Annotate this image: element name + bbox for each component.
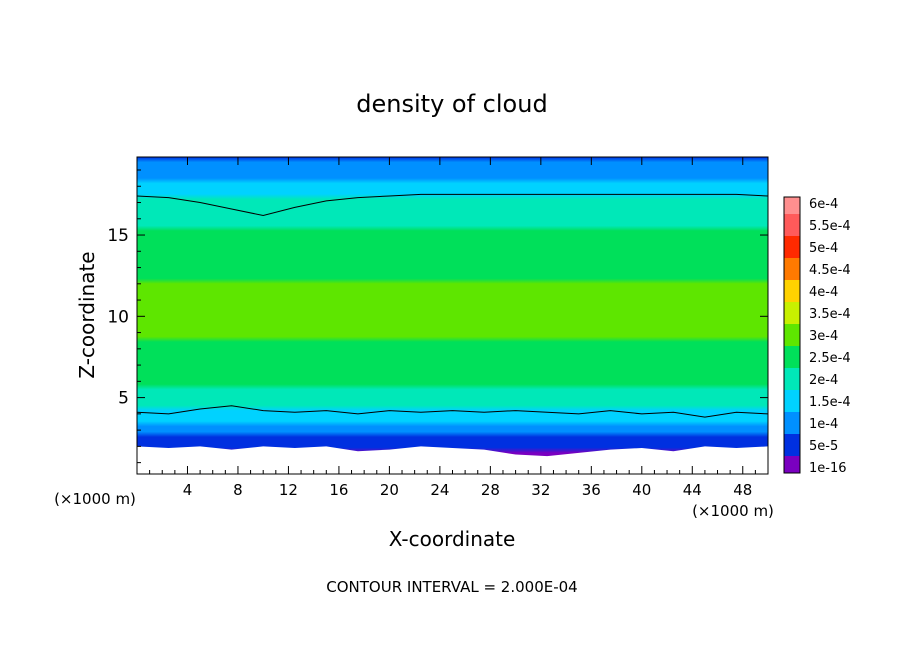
x-tick-label: 20 — [380, 481, 399, 499]
x-tick-label: 48 — [733, 481, 752, 499]
colorbar-label: 4e-4 — [809, 285, 838, 300]
x-tick-label: 8 — [233, 481, 243, 499]
colorbar-swatch — [784, 346, 800, 368]
colorbar-label: 5e-5 — [809, 439, 838, 454]
x-tick-label: 32 — [531, 481, 550, 499]
y-tick-label: 15 — [107, 226, 129, 246]
colorbar-frame — [783, 196, 801, 474]
chart-title: density of cloud — [356, 90, 547, 118]
cloud-density-field — [137, 157, 768, 474]
x-axis-label: X-coordinate — [389, 527, 516, 551]
colorbar: 6e-4 5.5e-4 5e-4 4.5e-4 4e-4 3.5e-4 3e-4 2.5e-4… — [783, 196, 851, 476]
colorbar-swatch — [784, 197, 800, 214]
x-axis-ticks: 4 8 12 16 20 24 28 32 36 40 44 48 — [149, 157, 756, 499]
colorbar-label: 5e-4 — [809, 241, 838, 256]
colorbar-swatch — [784, 324, 800, 346]
x-unit-right: (×1000 m) — [692, 502, 774, 520]
colorbar-swatch — [784, 434, 800, 456]
x-tick-label: 40 — [632, 481, 651, 499]
contour-line-upper — [137, 193, 768, 217]
colorbar-swatch — [784, 214, 800, 236]
colorbar-label: 2.5e-4 — [809, 351, 851, 366]
plot-area — [137, 157, 768, 474]
colorbar-label: 1.5e-4 — [809, 395, 851, 410]
colorbar-swatch — [784, 302, 800, 324]
x-tick-label: 16 — [329, 481, 348, 499]
y-axis-label: Z-coordinate — [75, 251, 99, 378]
colorbar-swatch — [784, 390, 800, 412]
colorbar-swatch — [784, 236, 800, 258]
x-tick-label: 24 — [430, 481, 449, 499]
cloud-free-region — [137, 446, 768, 474]
colorbar-label: 3.5e-4 — [809, 307, 851, 322]
x-tick-label: 4 — [183, 481, 193, 499]
colorbar-label: 1e-4 — [809, 417, 838, 432]
colorbar-label: 3e-4 — [809, 329, 838, 344]
colorbar-swatch — [784, 258, 800, 280]
x-tick-label: 28 — [481, 481, 500, 499]
y-axis-ticks: 5 10 15 — [107, 169, 768, 464]
y-tick-label: 10 — [107, 307, 129, 327]
x-tick-label: 44 — [683, 481, 702, 499]
colorbar-label: 6e-4 — [809, 197, 838, 212]
colorbar-label: 2e-4 — [809, 373, 838, 388]
colorbar-label: 4.5e-4 — [809, 263, 851, 278]
x-tick-label: 36 — [582, 481, 601, 499]
y-tick-label: 5 — [118, 389, 129, 409]
colorbar-label: 5.5e-4 — [809, 219, 851, 234]
colorbar-swatch — [784, 412, 800, 434]
colorbar-swatch — [784, 368, 800, 390]
contour-interval-label: CONTOUR INTERVAL = 2.000E-04 — [326, 578, 577, 596]
x-tick-label: 12 — [279, 481, 298, 499]
colorbar-label: 1e-16 — [809, 461, 847, 476]
contour-line-lower — [137, 405, 768, 418]
colorbar-swatch — [784, 280, 800, 302]
colorbar-swatch — [784, 456, 800, 473]
x-unit-left: (×1000 m) — [54, 490, 136, 508]
